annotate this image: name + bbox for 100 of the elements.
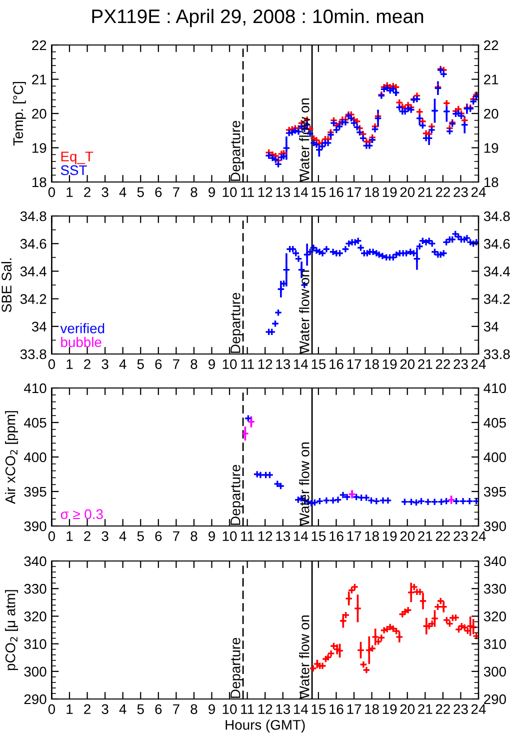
y-tick-label: 310 [24,639,46,649]
x-tick-label: 10 [222,359,237,370]
x-tick-label: 5 [137,187,144,198]
x-tick-label: 14 [294,187,308,197]
x-tick-label: 24 [471,187,486,197]
y2-tick-label: 340 [484,556,506,566]
x-tick-label: 20 [400,359,415,370]
y2-tick-label: 33.8 [484,349,510,360]
x-tick-label: 17 [347,531,362,541]
ref-line-label: Water flow on [299,98,310,182]
x-tick-label: 21 [418,187,432,197]
y2-tick-label: 21 [484,74,498,84]
y-tick-label: 390 [24,521,46,532]
x-tick-label: 4 [119,359,126,369]
text: σ ≥ 0.3 [60,509,103,520]
y-tick-label: 21 [32,74,46,84]
y2-tick-label: 20 [484,108,498,119]
y2-tick-label: 34 [484,322,498,332]
x-tick-label: 8 [190,187,198,198]
y-axis-title: Temp. [°C] [12,82,26,146]
y2-tick-label: 300 [484,666,506,677]
x-tick-label: 13 [276,187,290,198]
x-tick-label: 20 [400,531,415,542]
chart-title: PX119E : April 29, 2008 : 10min. mean [92,8,424,28]
x-tick-label: 14 [294,359,308,369]
x-tick-label: 15 [312,359,326,370]
x-tick-label: 2 [84,359,90,369]
y2-tick-label: 19 [484,143,498,153]
ref-line-label: Departure [230,638,244,698]
ref-line-label: Departure [230,292,244,353]
text: SST [60,165,87,176]
x-tick-label: 21 [418,704,432,714]
ref-line-label: Departure [230,120,244,181]
x-tick-label: 0 [48,359,56,370]
y2-tick-label: 390 [484,521,506,532]
x-tick-label: 1 [66,187,73,197]
x-tick-label: 12 [258,359,272,369]
x-tick-label: 17 [347,704,362,714]
x-tick-label: 6 [155,359,162,370]
ref-line-label: Water flow on [299,442,310,526]
x-tick-label: 6 [155,704,162,714]
x-tick-label: 9 [208,359,215,370]
y-tick-label: 34.8 [20,211,46,222]
x-tick-label: 22 [436,359,450,369]
x-tick-label: 15 [312,531,326,542]
x-tick-label: 10 [222,531,237,542]
x-tick-label: 23 [454,531,468,542]
x-tick-label: 18 [365,359,379,370]
x-tick-label: 16 [330,531,344,542]
ref-line-label: Water flow on [299,270,310,354]
x-tick-label: 15 [312,187,326,198]
x-tick-label: 5 [137,531,144,542]
y2-tick-label: 34.4 [484,266,510,276]
x-tick-label: 18 [365,704,379,714]
x-axis-title: Hours (GMT) [226,720,305,733]
x-tick-label: 7 [173,187,180,197]
x-tick-label: 16 [330,704,344,714]
x-tick-label: 3 [102,359,108,370]
x-tick-label: 7 [173,359,180,369]
x-tick-label: 24 [471,359,486,369]
x-tick-label: 23 [454,704,468,714]
y-axis-title: Air xCO$_{2}$ [ppm] [5,411,18,504]
x-tick-label: 9 [208,704,215,714]
x-tick-label: 0 [48,187,56,198]
x-tick-label: 11 [241,187,254,197]
ref-line-label: Water flow on [299,616,310,699]
x-tick-label: 14 [294,704,308,714]
x-tick-label: 1 [66,531,73,541]
x-tick-label: 19 [382,704,397,714]
ref-line-label: Departure [230,464,244,525]
y-tick-label: 22 [32,40,46,50]
x-tick-label: 9 [208,531,215,542]
x-tick-label: 1 [66,359,73,369]
y2-tick-label: 405 [484,418,506,428]
y-tick-label: 320 [24,612,46,622]
x-tick-label: 4 [119,704,126,714]
y2-tick-label: 22 [484,40,498,50]
x-tick-label: 5 [137,359,144,370]
x-tick-label: 8 [190,359,198,370]
x-tick-label: 4 [119,187,126,197]
y2-tick-label: 310 [484,639,506,649]
x-tick-label: 23 [454,187,468,198]
y2-tick-label: 290 [484,694,506,704]
y-tick-label: 34.2 [20,294,46,304]
x-tick-label: 11 [241,531,254,541]
x-tick-label: 22 [436,187,450,197]
x-tick-label: 5 [137,704,144,714]
y-tick-label: 410 [24,383,46,394]
legend-label: bubble [61,336,102,348]
x-tick-label: 16 [330,187,344,198]
x-tick-label: 7 [173,704,180,714]
x-tick-label: 19 [382,359,397,370]
x-tick-label: 13 [276,704,290,714]
x-tick-label: 6 [155,531,162,542]
text: verified [60,323,104,334]
text: Eq_T [61,152,94,164]
y-tick-label: 300 [24,666,46,677]
x-tick-label: 11 [241,704,254,714]
x-tick-label: 22 [436,531,450,541]
x-tick-label: 3 [102,187,108,198]
